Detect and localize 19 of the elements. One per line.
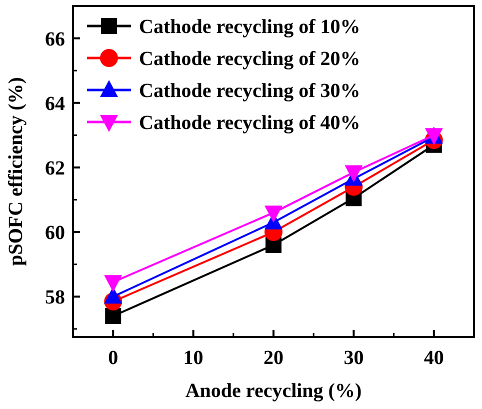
y-tick-label: 64 [45, 92, 65, 115]
x-tick-label: 20 [264, 347, 284, 369]
x-tick-label: 30 [344, 347, 364, 369]
y-tick-label: 66 [45, 28, 65, 50]
legend-label: Cathode recycling of 40% [139, 112, 360, 134]
y-tick-label: 58 [45, 286, 65, 309]
point [264, 206, 282, 223]
point [105, 308, 122, 324]
x-axis-title: Anode recycling (%) [185, 380, 362, 402]
y-tick-label: 62 [45, 157, 65, 180]
legend-label: Cathode recycling of 10% [139, 16, 360, 38]
legend-label: Cathode recycling of 20% [139, 48, 360, 70]
y-axis-title: pSOFC efficiency (%) [5, 77, 27, 266]
x-tick-label: 0 [108, 347, 118, 369]
x-tick-label: 40 [424, 347, 444, 369]
y-tick-label: 60 [45, 222, 65, 244]
x-tick-label: 10 [183, 347, 204, 369]
point [344, 165, 363, 182]
legend-label: Cathode recycling of 30% [139, 80, 360, 102]
